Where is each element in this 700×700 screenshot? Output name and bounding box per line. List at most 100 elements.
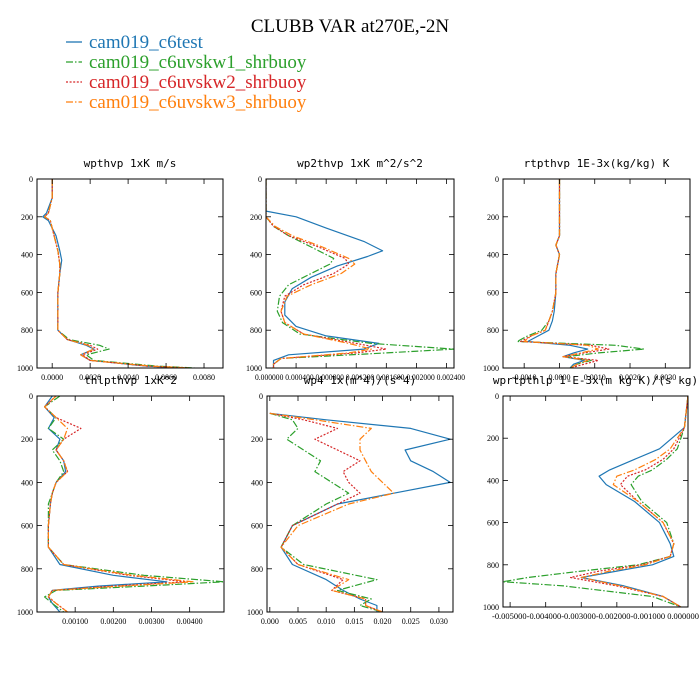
x-tick-label: 0.00300 bbox=[138, 617, 164, 626]
series-line bbox=[266, 179, 372, 368]
panel: wprtpthlp 1-E-3x(m kg K)/(s kg) 0 200 400 60… bbox=[483, 374, 699, 621]
series-line bbox=[43, 396, 168, 612]
series-line bbox=[580, 396, 688, 607]
y-tick-label: 400 bbox=[487, 251, 499, 260]
y-tick-label: 200 bbox=[487, 213, 499, 222]
x-tick-label: 0.0080 bbox=[193, 373, 215, 382]
x-tick-label: -0.0010 bbox=[512, 373, 537, 382]
x-tick-labels: -0.005000-0.004000-0.003000-0.002000-0.0… bbox=[492, 612, 699, 621]
panel: rtpthvp 1E-3x(kg/kg) K 0 200 400 600 800 1000 -… bbox=[483, 157, 691, 382]
y-tick-label: 600 bbox=[250, 288, 262, 297]
series-line bbox=[266, 179, 387, 368]
plot-frame bbox=[266, 395, 454, 613]
series-line bbox=[269, 412, 395, 612]
series-group bbox=[266, 179, 454, 368]
plot-frame bbox=[502, 178, 691, 369]
series-line bbox=[43, 396, 187, 612]
series-line bbox=[519, 179, 610, 368]
series-line bbox=[42, 179, 186, 368]
y-tick-label: 600 bbox=[487, 288, 499, 297]
x-tick-label: 0.0010 bbox=[584, 373, 606, 382]
y-tick-label: 200 bbox=[21, 213, 33, 222]
panel-title: wprtpthlp 1-E-3x(m kg K)/(s kg) bbox=[493, 374, 698, 387]
series-group bbox=[42, 179, 195, 368]
series-line bbox=[516, 179, 645, 368]
y-tick-label: 0 bbox=[495, 175, 499, 184]
series-group bbox=[516, 179, 645, 368]
y-tick-label: 200 bbox=[251, 435, 263, 444]
series-group bbox=[43, 396, 224, 612]
series-line bbox=[503, 396, 688, 607]
y-tick-label: 400 bbox=[250, 251, 262, 260]
series-line bbox=[269, 412, 451, 612]
panel-title: wpthvp 1xK m/s bbox=[84, 157, 177, 170]
x-tick-label: 0.015 bbox=[345, 617, 363, 626]
y-tick-label: 1000 bbox=[17, 364, 33, 373]
y-tick-label: 800 bbox=[21, 565, 33, 574]
y-tick-label: 600 bbox=[487, 519, 499, 528]
y-tick-label: 1000 bbox=[483, 364, 499, 373]
y-tick-label: 0 bbox=[29, 175, 33, 184]
series-group bbox=[269, 412, 451, 612]
series-line bbox=[580, 396, 688, 607]
series-line bbox=[269, 412, 383, 612]
series-line bbox=[43, 396, 195, 612]
y-tick-label: 0 bbox=[29, 392, 33, 401]
y-tick-label: 200 bbox=[487, 434, 499, 443]
legend-entry: cam019_c6uvskw1_shrbuoy bbox=[66, 52, 307, 73]
figure-title: CLUBB VAR at270E,-2N bbox=[251, 16, 450, 37]
panel-title: thlpthvp 1xK^2 bbox=[84, 374, 177, 387]
y-tick-label: 600 bbox=[21, 522, 33, 531]
x-tick-label: 0.000 bbox=[261, 617, 279, 626]
legend-label: cam019_c6uvskw2_shrbuoy bbox=[89, 72, 307, 93]
x-tick-label: 0.0030 bbox=[654, 373, 676, 382]
x-tick-label: 0.010 bbox=[317, 617, 335, 626]
legend-label: cam019_c6uvskw1_shrbuoy bbox=[89, 52, 307, 73]
legend-entry: cam019_c6uvskw2_shrbuoy bbox=[66, 72, 307, 93]
y-tick-label: 0 bbox=[495, 392, 499, 401]
y-tick-label: 1000 bbox=[17, 608, 33, 617]
x-tick-label: 0.00200 bbox=[100, 617, 126, 626]
y-tick-label: 400 bbox=[21, 251, 33, 260]
x-tick-label: 0.030 bbox=[430, 617, 448, 626]
panel-title: wp4 1x(m^4)/(s^4) bbox=[304, 374, 417, 387]
plot-frame bbox=[36, 178, 224, 369]
y-tick-label: 800 bbox=[251, 565, 263, 574]
panel: thlpthvp 1xK^2 0 200 400 600 800 1000 0.00100 0.… bbox=[17, 374, 225, 626]
y-tick-label: 800 bbox=[487, 561, 499, 570]
x-tick-label: 0.0060 bbox=[155, 373, 177, 382]
series-line bbox=[43, 179, 189, 368]
series-line bbox=[266, 179, 384, 368]
panel-title: wp2thvp 1xK m^2/s^2 bbox=[297, 157, 423, 170]
series-line bbox=[269, 412, 383, 612]
y-tick-label: 200 bbox=[250, 213, 262, 222]
y-tick-label: 0 bbox=[258, 175, 262, 184]
x-tick-label: 0.00400 bbox=[177, 617, 203, 626]
series-line bbox=[266, 179, 454, 368]
y-tick-label: 800 bbox=[250, 326, 262, 335]
y-tick-label: 400 bbox=[487, 476, 499, 485]
x-tick-label: 0.0040 bbox=[117, 373, 139, 382]
legend-entry: cam019_c6test bbox=[66, 32, 204, 53]
legend: cam019_c6testcam019_c6uvskw1_shrbuoycam0… bbox=[66, 32, 307, 113]
y-tick-label: 1000 bbox=[483, 603, 499, 612]
y-tick-label: 400 bbox=[251, 478, 263, 487]
legend-label: cam019_c6test bbox=[89, 32, 204, 53]
series-line bbox=[43, 396, 224, 612]
plot-frame bbox=[502, 395, 689, 608]
plot-frame bbox=[265, 178, 455, 369]
y-tick-label: 800 bbox=[487, 326, 499, 335]
x-tick-labels: 0.000000 0.000400 0.000800 0.001200 0.00… bbox=[255, 373, 465, 382]
y-tick-label: 1000 bbox=[247, 608, 263, 617]
x-tick-label: 0.00100 bbox=[62, 617, 88, 626]
y-tick-label: 800 bbox=[21, 326, 33, 335]
y-tick-label: 400 bbox=[21, 478, 33, 487]
y-tick-label: 1000 bbox=[246, 364, 262, 373]
panel: wp2thvp 1xK m^2/s^2 0 200 400 600 800 10000.00… bbox=[246, 157, 465, 382]
legend-label: cam019_c6uvskw3_shrbuoy bbox=[89, 92, 307, 113]
panel-title: rtpthvp 1E-3x(kg/kg) K bbox=[524, 157, 670, 170]
y-tick-label: 200 bbox=[21, 435, 33, 444]
